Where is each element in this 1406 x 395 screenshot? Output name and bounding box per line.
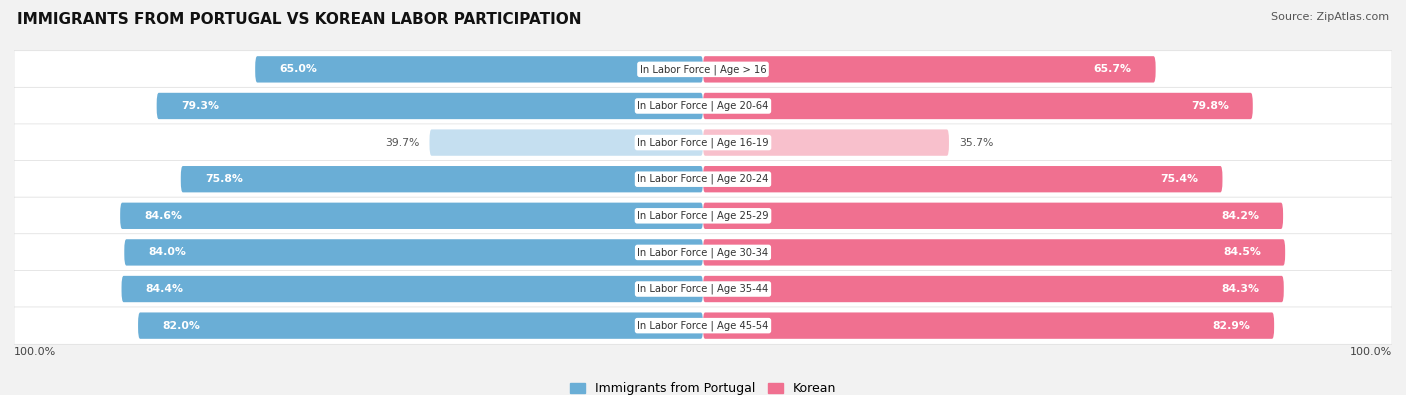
FancyBboxPatch shape — [703, 312, 1274, 339]
FancyBboxPatch shape — [124, 239, 703, 265]
Text: 84.5%: 84.5% — [1223, 247, 1261, 258]
Text: 65.7%: 65.7% — [1094, 64, 1132, 74]
Text: 35.7%: 35.7% — [959, 137, 994, 148]
Text: 82.0%: 82.0% — [162, 321, 200, 331]
FancyBboxPatch shape — [703, 239, 1285, 265]
Text: In Labor Force | Age 35-44: In Labor Force | Age 35-44 — [637, 284, 769, 294]
Text: IMMIGRANTS FROM PORTUGAL VS KOREAN LABOR PARTICIPATION: IMMIGRANTS FROM PORTUGAL VS KOREAN LABOR… — [17, 12, 581, 27]
Text: 84.0%: 84.0% — [149, 247, 186, 258]
FancyBboxPatch shape — [703, 166, 1222, 192]
FancyBboxPatch shape — [181, 166, 703, 192]
FancyBboxPatch shape — [138, 312, 703, 339]
Text: 84.2%: 84.2% — [1220, 211, 1258, 221]
FancyBboxPatch shape — [703, 93, 1253, 119]
Text: 82.9%: 82.9% — [1212, 321, 1250, 331]
FancyBboxPatch shape — [14, 270, 1392, 308]
Text: In Labor Force | Age > 16: In Labor Force | Age > 16 — [640, 64, 766, 75]
FancyBboxPatch shape — [14, 160, 1392, 198]
Text: 79.3%: 79.3% — [181, 101, 219, 111]
FancyBboxPatch shape — [14, 124, 1392, 161]
FancyBboxPatch shape — [703, 56, 1156, 83]
FancyBboxPatch shape — [429, 130, 703, 156]
FancyBboxPatch shape — [156, 93, 703, 119]
Text: In Labor Force | Age 16-19: In Labor Force | Age 16-19 — [637, 137, 769, 148]
Text: 79.8%: 79.8% — [1191, 101, 1229, 111]
Text: 39.7%: 39.7% — [385, 137, 419, 148]
Text: 65.0%: 65.0% — [280, 64, 318, 74]
FancyBboxPatch shape — [121, 276, 703, 302]
Text: In Labor Force | Age 45-54: In Labor Force | Age 45-54 — [637, 320, 769, 331]
Text: In Labor Force | Age 30-34: In Labor Force | Age 30-34 — [637, 247, 769, 258]
FancyBboxPatch shape — [14, 197, 1392, 235]
Text: 84.6%: 84.6% — [145, 211, 183, 221]
FancyBboxPatch shape — [703, 276, 1284, 302]
FancyBboxPatch shape — [703, 203, 1284, 229]
Text: 84.4%: 84.4% — [146, 284, 184, 294]
Text: In Labor Force | Age 20-64: In Labor Force | Age 20-64 — [637, 101, 769, 111]
Text: Source: ZipAtlas.com: Source: ZipAtlas.com — [1271, 12, 1389, 22]
Text: 84.3%: 84.3% — [1222, 284, 1260, 294]
FancyBboxPatch shape — [254, 56, 703, 83]
Text: 75.4%: 75.4% — [1160, 174, 1198, 184]
Text: In Labor Force | Age 20-24: In Labor Force | Age 20-24 — [637, 174, 769, 184]
FancyBboxPatch shape — [14, 307, 1392, 344]
Legend: Immigrants from Portugal, Korean: Immigrants from Portugal, Korean — [569, 382, 837, 395]
FancyBboxPatch shape — [14, 87, 1392, 125]
FancyBboxPatch shape — [14, 234, 1392, 271]
Text: 75.8%: 75.8% — [205, 174, 243, 184]
Text: 100.0%: 100.0% — [1350, 347, 1392, 357]
FancyBboxPatch shape — [14, 51, 1392, 88]
FancyBboxPatch shape — [120, 203, 703, 229]
Text: 100.0%: 100.0% — [14, 347, 56, 357]
FancyBboxPatch shape — [703, 130, 949, 156]
Text: In Labor Force | Age 25-29: In Labor Force | Age 25-29 — [637, 211, 769, 221]
